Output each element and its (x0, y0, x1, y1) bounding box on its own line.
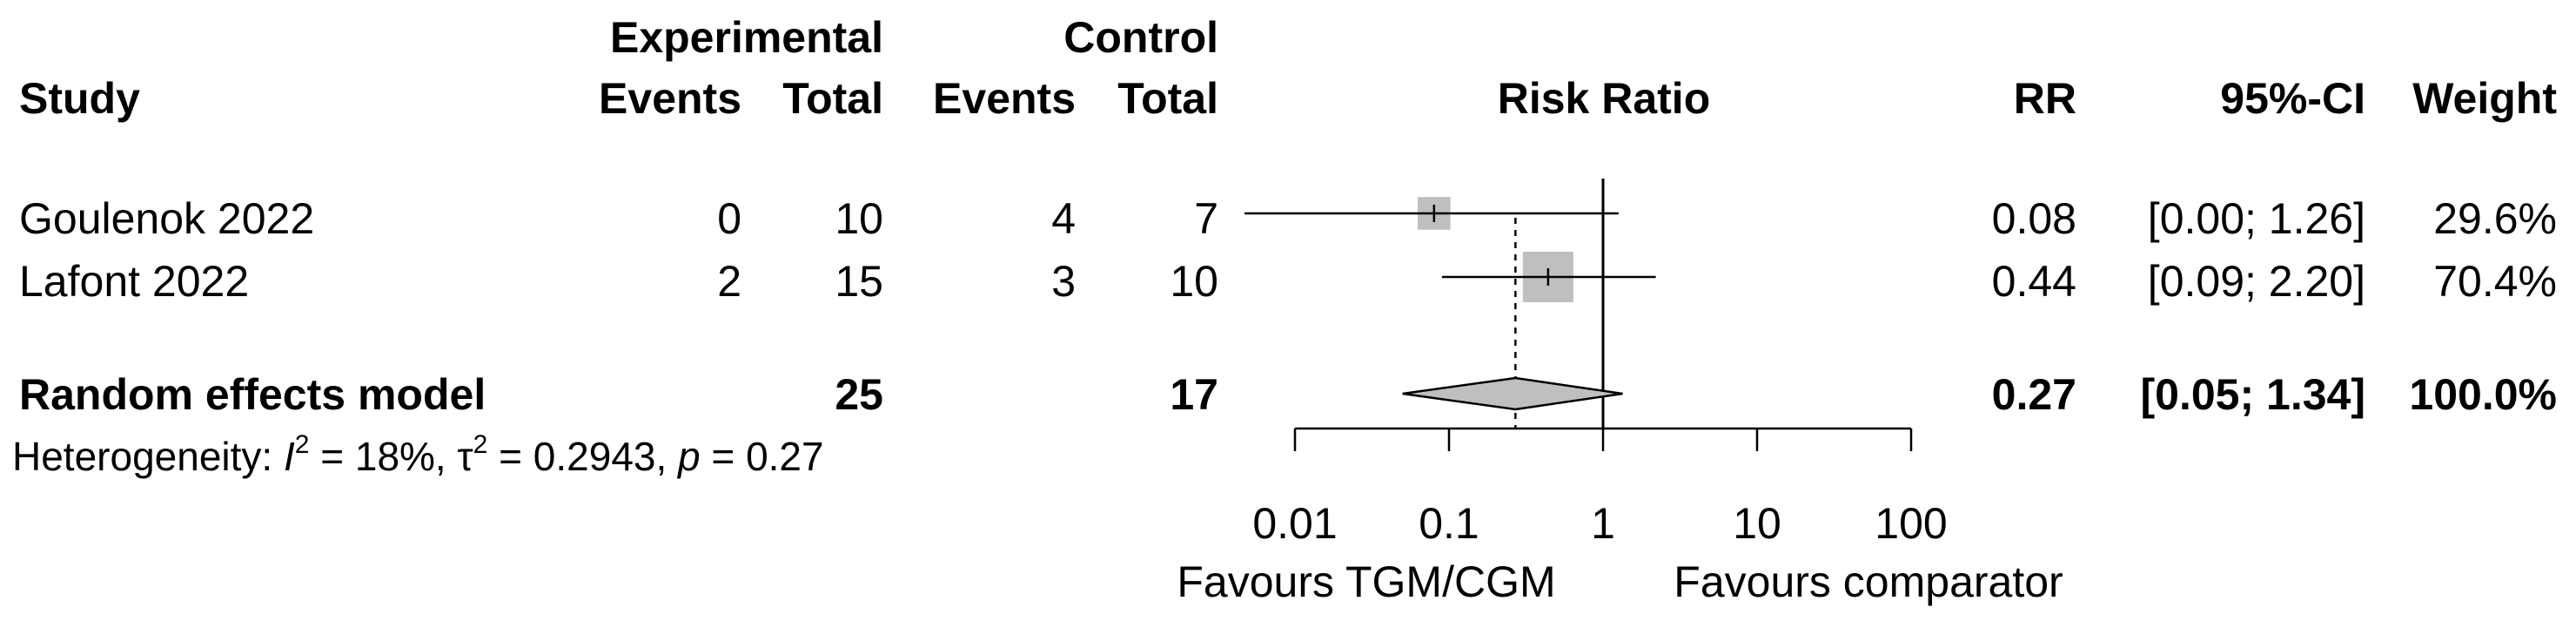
header-study: Study (19, 74, 140, 123)
favours-right-label: Favours comparator (1674, 557, 2063, 606)
heterogeneity-i-sup: 2 (295, 430, 310, 459)
header-exp-total: Total (782, 74, 883, 123)
heterogeneity-prefix: Heterogeneity: (12, 434, 284, 479)
header-ctrl-total: Total (1117, 74, 1218, 123)
exp-events: 2 (717, 257, 741, 306)
exp-events: 0 (717, 194, 741, 243)
heterogeneity-tau-symbol: τ (458, 434, 473, 479)
header-weight: Weight (2412, 74, 2557, 123)
study-weight: 70.4% (2433, 257, 2557, 306)
x-axis-tick-label: 0.01 (1252, 499, 1337, 548)
forest-plot-area: 0.01 0.1 1 10 100 (1244, 179, 1948, 548)
study-name: Goulenok 2022 (19, 194, 314, 243)
x-axis-tick-label: 0.1 (1419, 499, 1479, 548)
study-name: Lafont 2022 (19, 257, 249, 306)
ctrl-total: 7 (1194, 194, 1218, 243)
heterogeneity-p-symbol: p (676, 434, 701, 479)
x-axis-tick-label: 1 (1591, 499, 1615, 548)
pooled-label: Random effects model (19, 370, 486, 419)
header-exp-events: Events (599, 74, 741, 123)
pooled-rr: 0.27 (1992, 370, 2076, 419)
heterogeneity-i-symbol: I (284, 434, 295, 479)
header-control: Control (1063, 13, 1218, 62)
study-ci: [0.00; 1.26] (2148, 194, 2365, 243)
pooled-ci: [0.05; 1.34] (2141, 370, 2365, 419)
exp-total: 15 (835, 257, 883, 306)
header-experimental: Experimental (610, 13, 883, 62)
heterogeneity-i-value: = 18%, (309, 434, 457, 479)
pooled-ctrl-total: 17 (1170, 370, 1218, 419)
favours-left-label: Favours TGM/CGM (1177, 557, 1555, 606)
pooled-exp-total: 25 (835, 370, 883, 419)
exp-total: 10 (835, 194, 883, 243)
heterogeneity-p-value: = 0.27 (701, 434, 824, 479)
heterogeneity-text: Heterogeneity: I2 = 18%, τ2 = 0.2943, p … (12, 430, 824, 479)
pooled-weight: 100.0% (2409, 370, 2557, 419)
study-rr: 0.08 (1992, 194, 2076, 243)
ctrl-total: 10 (1170, 257, 1218, 306)
heterogeneity-tau-value: = 0.2943, (487, 434, 678, 479)
heterogeneity-tau-sup: 2 (473, 430, 488, 459)
study-ci: [0.09; 2.20] (2148, 257, 2365, 306)
study-weight: 29.6% (2433, 194, 2557, 243)
header-ctrl-events: Events (933, 74, 1076, 123)
header-risk-ratio: Risk Ratio (1498, 74, 1711, 123)
x-axis-tick-label: 100 (1875, 499, 1947, 548)
ctrl-events: 4 (1051, 194, 1076, 243)
x-axis-tick-label: 10 (1733, 499, 1781, 548)
header-ci: 95%-CI (2220, 74, 2365, 123)
ctrl-events: 3 (1051, 257, 1076, 306)
header-rr: RR (2014, 74, 2076, 123)
study-rr: 0.44 (1992, 257, 2076, 306)
pooled-diamond (1402, 376, 1623, 411)
